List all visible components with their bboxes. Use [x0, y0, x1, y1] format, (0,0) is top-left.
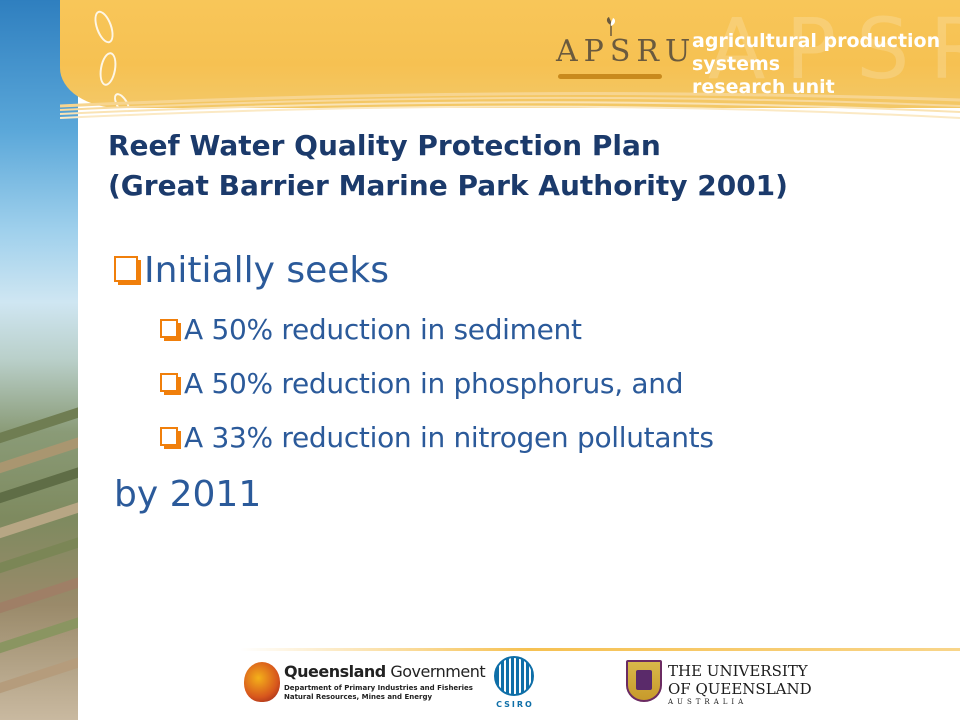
csiro-text: CSIRO	[496, 700, 534, 709]
uq-line-3: AUSTRALIA	[668, 698, 748, 706]
checkbox-bullet-icon	[160, 318, 181, 341]
csiro-logo: CSIRO	[490, 656, 540, 712]
checkbox-bullet-icon	[160, 372, 181, 395]
checkbox-bullet-icon	[114, 256, 141, 285]
tagline-line-1: agricultural production systems	[692, 30, 941, 75]
landscape-photo-strip	[0, 0, 78, 720]
qld-crest-icon	[244, 662, 280, 702]
header-band	[60, 0, 960, 108]
tagline-line-2: research unit	[692, 76, 835, 98]
slide-title: Reef Water Quality Protection Plan (Grea…	[108, 126, 948, 206]
title-line-2: (Great Barrier Marine Park Authority 200…	[108, 169, 788, 202]
queensland-government-logo: Queensland Government Department of Prim…	[244, 660, 486, 704]
qld-name-bold: Queensland	[284, 662, 386, 681]
sub-bullet: A 33% reduction in nitrogen pollutants	[160, 418, 714, 472]
uq-line-1: THE UNIVERSITY	[668, 662, 808, 680]
field-band	[0, 565, 78, 625]
main-bullet-text: Initially seeks	[144, 250, 390, 291]
uq-line-2: OF QUEENSLAND	[668, 680, 812, 698]
closing-text: by 2011	[114, 474, 262, 515]
qld-dept-line-1: Department of Primary Industries and Fis…	[284, 684, 473, 692]
csiro-icon	[494, 656, 534, 696]
sub-bullet-text: A 50% reduction in sediment	[184, 313, 582, 346]
apsru-sprout-icon	[606, 17, 616, 36]
checkbox-bullet-icon	[160, 426, 181, 449]
apsru-logo-text: APSRU	[556, 34, 697, 69]
qld-name-regular: Government	[385, 662, 486, 681]
footer-divider	[240, 648, 960, 651]
apsru-watermark: APSRU	[708, 0, 960, 98]
qld-dept-line-2: Natural Resources, Mines and Energy	[284, 693, 433, 701]
tagline: agricultural production systems research…	[692, 30, 960, 99]
apsru-underline	[558, 74, 662, 79]
sub-bullet: A 50% reduction in sediment	[160, 310, 714, 364]
sub-bullet-text: A 33% reduction in nitrogen pollutants	[184, 421, 714, 454]
uq-name: THE UNIVERSITY OF QUEENSLAND	[668, 662, 812, 698]
field-band	[0, 645, 78, 705]
qld-name: Queensland Government	[284, 662, 486, 681]
sub-bullet-text: A 50% reduction in phosphorus, and	[184, 367, 684, 400]
uq-crest-icon	[626, 660, 662, 702]
qld-department: Department of Primary Industries and Fis…	[284, 684, 473, 702]
uq-logo: THE UNIVERSITY OF QUEENSLAND AUSTRALIA	[626, 658, 812, 708]
field-band	[0, 605, 78, 665]
apsru-logo: APSRU	[556, 16, 690, 88]
sub-bullet: A 50% reduction in phosphorus, and	[160, 364, 714, 418]
header-swoosh	[60, 91, 960, 119]
main-bullet: Initially seeks	[114, 250, 389, 291]
title-line-1: Reef Water Quality Protection Plan	[108, 129, 661, 162]
sub-bullet-list: A 50% reduction in sediment A 50% reduct…	[160, 310, 714, 472]
